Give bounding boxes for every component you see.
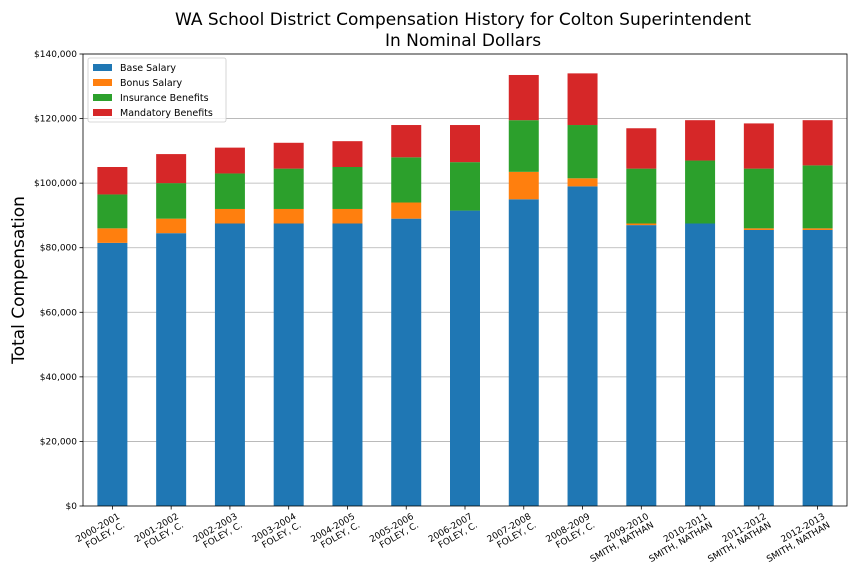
bar-bonus-salary-2007-2008: [508, 171, 539, 200]
y-tick-label: $140,000: [34, 50, 77, 60]
bar-base-salary-2002-2003: [214, 223, 245, 506]
bar-insurance-benefits-2008-2009: [567, 125, 598, 179]
bar-base-salary-2004-2005: [332, 223, 363, 506]
bar-mandatory-benefits-2002-2003: [214, 147, 245, 174]
bar-insurance-benefits-2004-2005: [332, 167, 363, 209]
bar-insurance-benefits-2007-2008: [508, 120, 539, 172]
bar-bonus-salary-2001-2002: [156, 218, 187, 234]
legend-label: Mandatory Benefits: [120, 108, 213, 119]
bars-layer: [97, 73, 833, 507]
bar-base-salary-2012-2013: [802, 229, 833, 506]
bar-bonus-salary-2000-2001: [97, 228, 128, 243]
bar-mandatory-benefits-2000-2001: [97, 167, 128, 195]
bar-bonus-salary-2011-2012: [743, 228, 774, 230]
bar-insurance-benefits-2002-2003: [214, 173, 245, 209]
bar-insurance-benefits-2012-2013: [802, 165, 833, 229]
y-tick-label: $40,000: [40, 373, 77, 383]
legend-swatch: [93, 109, 112, 116]
bar-bonus-salary-2004-2005: [332, 208, 363, 224]
bar-mandatory-benefits-2005-2006: [391, 125, 422, 158]
bar-insurance-benefits-2006-2007: [450, 162, 480, 211]
y-tick-label: $0: [66, 502, 78, 512]
bar-insurance-benefits-2005-2006: [391, 157, 422, 203]
bar-mandatory-benefits-2009-2010: [626, 128, 657, 169]
bar-bonus-salary-2012-2013: [802, 228, 833, 230]
y-axis-label: Total Compensation: [9, 196, 29, 365]
bar-mandatory-benefits-2011-2012: [743, 123, 774, 169]
bar-bonus-salary-2005-2006: [391, 202, 422, 219]
y-tick-label: $100,000: [34, 179, 77, 189]
bar-base-salary-2010-2011: [685, 223, 716, 506]
bar-mandatory-benefits-2006-2007: [450, 125, 480, 163]
bar-base-salary-2011-2012: [743, 229, 774, 506]
bar-base-salary-2003-2004: [273, 223, 304, 506]
bar-insurance-benefits-2009-2010: [626, 168, 657, 224]
bar-insurance-benefits-2001-2002: [156, 183, 187, 219]
bar-base-salary-2008-2009: [567, 186, 598, 506]
bar-base-salary-2000-2001: [97, 242, 128, 506]
bar-insurance-benefits-2010-2011: [685, 160, 716, 224]
bar-mandatory-benefits-2010-2011: [685, 120, 716, 161]
bar-base-salary-2007-2008: [508, 199, 539, 507]
bar-bonus-salary-2008-2009: [567, 178, 598, 187]
legend-swatch: [93, 64, 112, 71]
bar-mandatory-benefits-2001-2002: [156, 154, 187, 184]
bar-insurance-benefits-2000-2001: [97, 194, 128, 229]
bar-base-salary-2009-2010: [626, 225, 657, 506]
legend-label: Bonus Salary: [120, 78, 183, 89]
bar-insurance-benefits-2003-2004: [273, 168, 304, 209]
bar-insurance-benefits-2011-2012: [743, 168, 774, 229]
bar-base-salary-2006-2007: [450, 210, 480, 507]
bar-mandatory-benefits-2008-2009: [567, 73, 598, 126]
legend-swatch: [93, 94, 112, 101]
legend-swatch: [93, 79, 112, 86]
legend: Base Salary Bonus Salary Insurance Benefit…: [87, 57, 227, 123]
y-tick-label: $20,000: [40, 437, 77, 447]
y-tick-labels: $0 $20,000 $40,000 $60,000 $80,000 $100,000 $1…: [34, 50, 83, 512]
bar-mandatory-benefits-2004-2005: [332, 141, 363, 167]
bar-mandatory-benefits-2003-2004: [273, 142, 304, 169]
bar-mandatory-benefits-2012-2013: [802, 120, 833, 166]
bar-bonus-salary-2003-2004: [273, 208, 304, 224]
bar-bonus-salary-2009-2010: [626, 223, 657, 226]
y-tick-label: $120,000: [34, 115, 77, 125]
y-tick-label: $80,000: [40, 244, 77, 254]
legend-label: Base Salary: [120, 63, 176, 74]
bar-bonus-salary-2002-2003: [214, 208, 245, 224]
legend-label: Insurance Benefits: [120, 93, 209, 104]
bar-base-salary-2005-2006: [391, 218, 422, 506]
bar-mandatory-benefits-2007-2008: [508, 74, 539, 121]
chart-title-line-1: WA School District Compensation History …: [175, 10, 751, 30]
chart-title-line-2: In Nominal Dollars: [385, 31, 541, 51]
bar-base-salary-2001-2002: [156, 233, 187, 506]
legend-box: [87, 57, 227, 123]
y-tick-label: $60,000: [40, 308, 77, 318]
